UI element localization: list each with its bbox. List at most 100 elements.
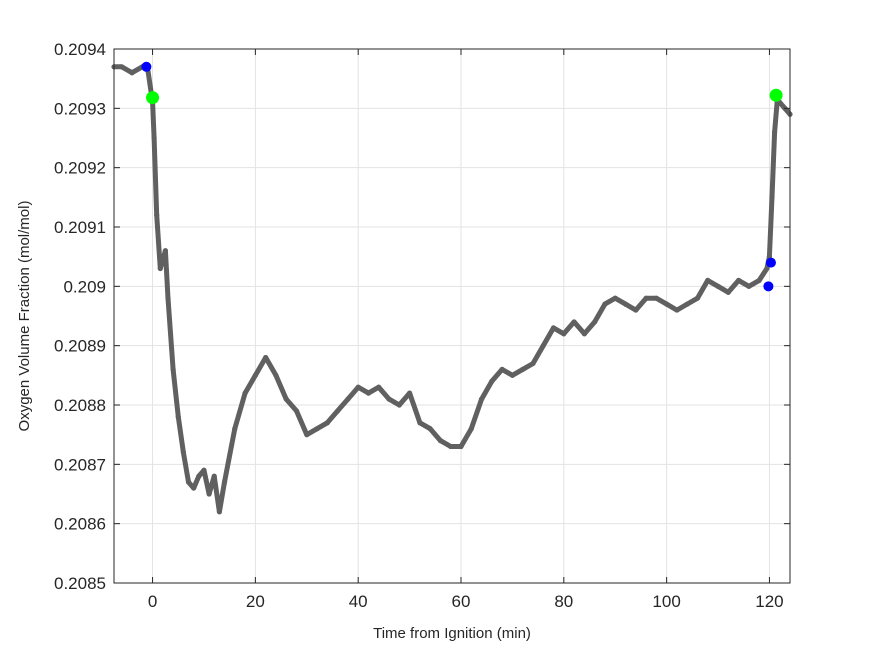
series-point <box>335 408 341 414</box>
series-point <box>157 265 163 272</box>
series-point <box>725 289 731 295</box>
series-point <box>180 449 186 456</box>
blue-marker <box>765 257 776 268</box>
x-tick-label: 0 <box>148 592 157 611</box>
series-point <box>283 396 289 402</box>
series-point <box>684 301 690 307</box>
series-point <box>314 426 320 432</box>
series-point <box>191 485 197 491</box>
marker-layer <box>141 61 783 292</box>
series-point <box>764 265 770 272</box>
series-point <box>612 295 618 301</box>
series-line <box>114 64 792 515</box>
series-point <box>386 396 392 402</box>
green-marker <box>769 88 783 102</box>
series-layer <box>111 64 793 515</box>
series-point <box>206 491 212 497</box>
series-point <box>735 277 742 283</box>
series-point <box>499 366 505 372</box>
series-point <box>622 301 629 307</box>
series-point <box>232 426 238 432</box>
axes-frame <box>113 48 791 584</box>
y-tick-label: 0.2094 <box>54 40 106 59</box>
y-tick-label: 0.209 <box>63 277 106 296</box>
series-point <box>175 414 181 420</box>
blue-marker <box>141 61 152 72</box>
series-point <box>252 372 258 378</box>
series-point <box>151 135 157 141</box>
series-point <box>715 283 721 289</box>
y-tick-label: 0.2085 <box>54 574 106 593</box>
series-point <box>478 396 485 402</box>
series-point <box>355 384 361 390</box>
y-tick-label: 0.2089 <box>54 337 106 356</box>
series-point <box>201 467 207 473</box>
series-point <box>468 426 474 432</box>
series-point <box>216 509 222 515</box>
series-point <box>756 277 762 283</box>
x-tick-label: 80 <box>554 592 573 611</box>
series-point <box>489 378 495 384</box>
series-point <box>592 319 598 325</box>
series-point <box>769 194 775 200</box>
series-point <box>345 396 351 402</box>
series-point <box>365 390 372 396</box>
y-axis-title: Oxygen Volume Fraction (mol/mol) <box>16 201 33 432</box>
series-point <box>448 443 454 450</box>
series-point <box>653 295 659 301</box>
x-axis: 0 20 40 60 80 100 120 <box>148 49 784 611</box>
x-tick-label: 100 <box>652 592 680 611</box>
series-point <box>154 212 160 218</box>
series-point <box>643 295 649 301</box>
series-point <box>273 372 279 378</box>
y-tick-label: 0.2088 <box>54 396 106 415</box>
series-point <box>437 438 444 444</box>
series-point <box>674 307 680 313</box>
series-point <box>581 331 587 337</box>
series-point <box>705 277 711 283</box>
series-point <box>458 443 464 450</box>
series-point <box>129 70 135 76</box>
series-point <box>417 420 423 426</box>
series-point <box>324 420 330 426</box>
series-point <box>561 331 567 337</box>
y-tick-label: 0.2093 <box>54 99 106 118</box>
series-point <box>242 390 248 396</box>
series-point <box>406 390 413 396</box>
series-point <box>165 295 171 301</box>
series-point <box>571 319 577 325</box>
series-point <box>119 64 125 70</box>
series-point <box>263 354 269 361</box>
plot-area <box>114 49 790 583</box>
series-point <box>771 129 778 135</box>
y-axis: 0.2085 0.2086 0.2087 0.2088 0.2089 0.209 0.209… <box>54 40 790 593</box>
series-point <box>540 343 546 349</box>
series-point <box>633 307 639 313</box>
series-point <box>530 360 536 367</box>
y-tick-label: 0.2092 <box>54 159 106 178</box>
series-point <box>211 473 217 479</box>
series-point <box>550 325 557 331</box>
series-point <box>304 432 310 438</box>
series-point <box>170 366 176 372</box>
y-tick-label: 0.2087 <box>54 455 106 474</box>
green-marker <box>146 91 160 105</box>
y-tick-label: 0.2091 <box>54 218 106 237</box>
y-tick-label: 0.2086 <box>54 515 106 534</box>
x-tick-label: 40 <box>349 592 368 611</box>
series-point <box>293 408 300 414</box>
series-point <box>196 473 202 479</box>
x-tick-label: 20 <box>246 592 265 611</box>
blue-marker <box>763 281 774 292</box>
series-point <box>520 366 526 372</box>
series-point <box>509 372 516 378</box>
series-point <box>694 295 701 301</box>
x-tick-label: 60 <box>452 592 471 611</box>
series-point <box>427 426 433 432</box>
x-tick-label: 120 <box>755 592 783 611</box>
series-point <box>746 283 752 289</box>
series-point <box>185 479 192 485</box>
series-point <box>396 402 402 408</box>
x-axis-title: Time from Ignition (min) <box>373 625 531 642</box>
